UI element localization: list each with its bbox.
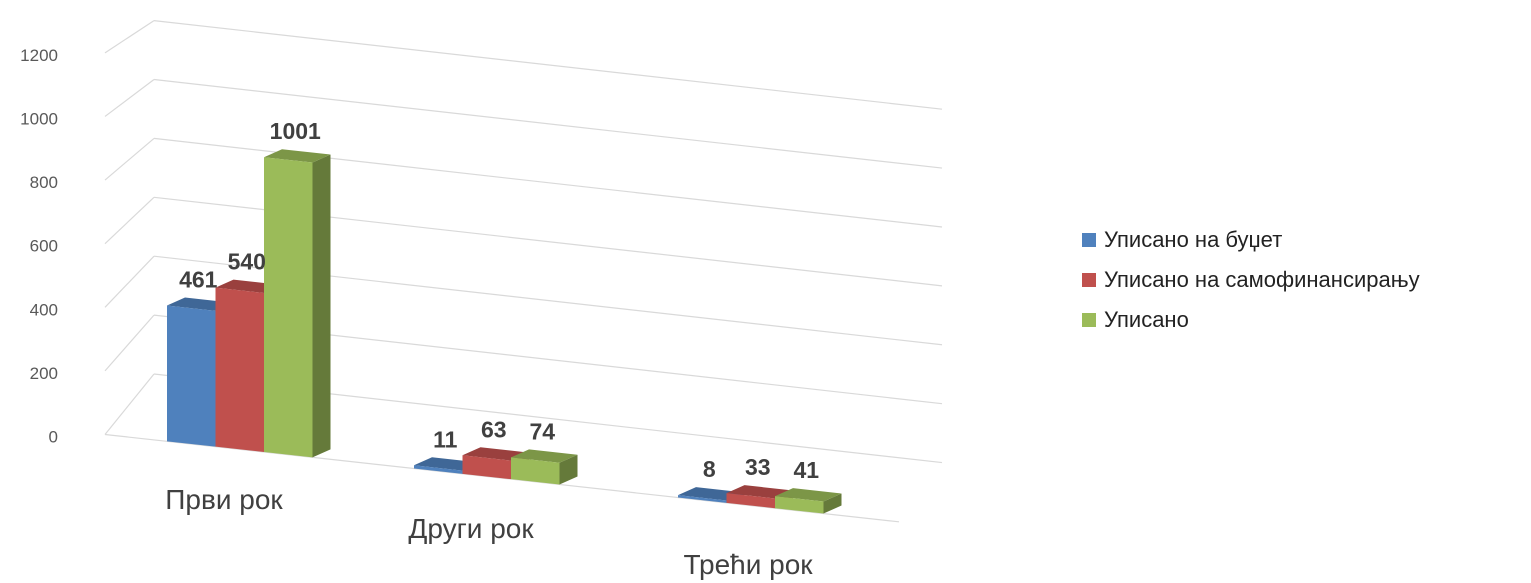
legend: Уписано на буџет Уписано на самофинансир… bbox=[1082, 226, 1420, 346]
y-axis-ticks: 0 200 400 600 800 1000 1200 bbox=[20, 46, 58, 447]
category-label: Трећи рок bbox=[683, 549, 813, 580]
bar-top bbox=[775, 488, 842, 502]
y-tick-label: 200 bbox=[30, 364, 58, 383]
y-tick-label: 1000 bbox=[20, 109, 58, 128]
legend-item-total[interactable]: Уписано bbox=[1082, 306, 1420, 333]
legend-swatch-budget bbox=[1082, 232, 1096, 247]
y-tick-label: 400 bbox=[30, 300, 58, 319]
data-label: 540 bbox=[228, 249, 266, 275]
bar-top bbox=[264, 149, 331, 163]
bar-front bbox=[215, 287, 264, 452]
gridline-side bbox=[104, 196, 155, 245]
bar-total bbox=[511, 449, 578, 485]
x-axis-categories: Први рок Други рок Трећи рок bbox=[165, 484, 813, 580]
gridline-side bbox=[104, 137, 155, 181]
data-label: 74 bbox=[529, 418, 555, 444]
data-label: 41 bbox=[793, 457, 819, 483]
data-labels: 461 540 1001 11 63 74 8 33 41 bbox=[179, 118, 819, 483]
data-label: 63 bbox=[481, 416, 507, 442]
gridline-side bbox=[104, 20, 155, 54]
gridline-side bbox=[104, 255, 155, 308]
bar-front bbox=[167, 305, 216, 447]
legend-label-self-financed: Уписано на самофинансирању bbox=[1104, 266, 1420, 292]
bar-front bbox=[678, 495, 727, 503]
data-label: 8 bbox=[703, 456, 716, 482]
bar-front bbox=[726, 493, 775, 509]
legend-swatch-total bbox=[1082, 312, 1096, 327]
bar-front bbox=[511, 457, 560, 485]
gridline-side bbox=[104, 79, 155, 117]
category-label: Други рок bbox=[408, 513, 534, 544]
data-label: 33 bbox=[745, 454, 771, 480]
legend-item-budget[interactable]: Уписано на буџет bbox=[1082, 226, 1420, 253]
bars bbox=[167, 149, 842, 514]
legend-item-self-financed[interactable]: Уписано на самофинансирању bbox=[1082, 266, 1420, 293]
gridline bbox=[153, 78, 943, 169]
y-tick-label: 0 bbox=[49, 428, 58, 447]
bar-total bbox=[264, 149, 331, 458]
bar-front bbox=[264, 157, 313, 458]
bar-top bbox=[511, 449, 578, 463]
legend-label-total: Уписано bbox=[1104, 306, 1189, 332]
bar-front bbox=[462, 455, 511, 480]
y-tick-label: 800 bbox=[30, 173, 58, 192]
legend-label-budget: Уписано на буџет bbox=[1104, 226, 1283, 252]
gridline bbox=[153, 20, 943, 110]
gridline-side bbox=[104, 373, 155, 435]
legend-swatch-self-financed bbox=[1082, 272, 1096, 287]
bar-front bbox=[414, 465, 463, 474]
data-label: 11 bbox=[433, 426, 458, 452]
bar-side bbox=[559, 454, 578, 485]
y-tick-label: 600 bbox=[30, 237, 58, 256]
category-label: Први рок bbox=[165, 484, 283, 515]
bar-side bbox=[312, 154, 331, 458]
floor-edge bbox=[104, 433, 900, 523]
bar-front bbox=[775, 496, 824, 514]
y-tick-label: 1200 bbox=[20, 46, 58, 65]
data-label: 1001 bbox=[270, 118, 321, 144]
gridline-side bbox=[104, 314, 155, 372]
data-label: 461 bbox=[179, 267, 218, 293]
bar-side bbox=[823, 493, 842, 514]
bar-total bbox=[775, 488, 842, 514]
bar-top bbox=[726, 485, 793, 499]
